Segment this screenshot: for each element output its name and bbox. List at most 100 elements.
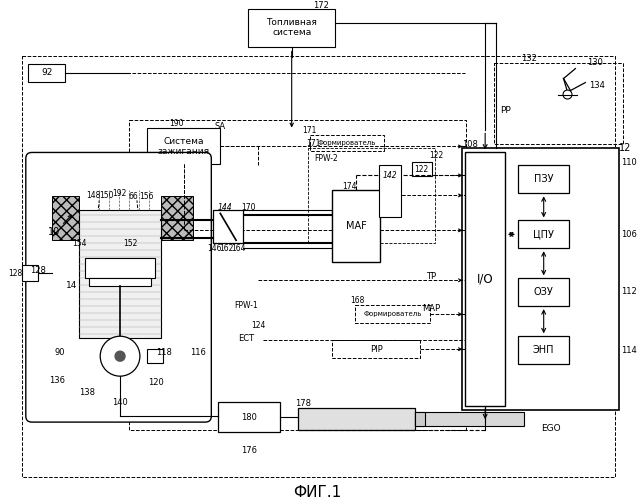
Text: SA: SA [214,122,226,131]
Text: FPW-1: FPW-1 [234,301,258,310]
Bar [218,402,280,432]
Text: PIP: PIP [370,345,382,354]
Text: Формирователь: Формирователь [318,140,376,146]
Text: 148: 148 [86,191,100,200]
Text: TP: TP [426,272,436,281]
Text: 176: 176 [241,446,257,455]
Text: 112: 112 [621,287,637,296]
Bar [90,278,151,286]
Text: 122: 122 [415,165,429,174]
Bar [332,191,380,262]
Bar [85,245,101,260]
Text: 122: 122 [429,151,444,160]
Text: 138: 138 [79,388,95,397]
Text: ОЗУ: ОЗУ [534,287,554,297]
Bar [213,210,243,243]
Text: 108: 108 [462,140,478,149]
Bar [85,259,155,278]
Text: ЭНП: ЭНП [533,345,554,355]
Text: 170: 170 [241,203,255,212]
Bar [79,210,161,338]
Text: 120: 120 [148,378,164,387]
Text: 178: 178 [294,399,310,407]
Bar [310,135,384,151]
Bar [135,245,151,260]
Bar [28,63,65,81]
Bar [494,62,623,144]
Bar [412,162,431,177]
Text: ПЗУ: ПЗУ [534,175,554,185]
Text: 180: 180 [241,412,257,422]
Bar [332,340,420,358]
Text: 150: 150 [99,191,113,200]
Text: 168: 168 [350,296,364,305]
Text: 92: 92 [41,68,52,77]
Bar [465,152,505,406]
Text: 110: 110 [621,158,637,167]
Bar [355,305,429,323]
Text: 134: 134 [589,81,605,90]
Text: 132: 132 [521,54,537,63]
Text: 116: 116 [191,348,206,357]
Text: 190: 190 [170,119,184,128]
Text: 140: 140 [112,398,128,406]
Text: 174: 174 [342,182,356,191]
Text: 171: 171 [302,126,317,135]
Text: 10: 10 [49,227,61,237]
Polygon shape [161,196,193,240]
Bar [379,165,401,217]
Text: ЦПУ: ЦПУ [533,229,554,239]
Text: 172: 172 [314,1,330,10]
FancyBboxPatch shape [26,152,211,422]
Text: 192: 192 [112,189,126,198]
Text: 130: 130 [588,58,604,67]
Text: 152: 152 [123,239,137,248]
Text: 66: 66 [128,192,138,201]
Bar [415,412,424,426]
Text: ФИГ.1: ФИГ.1 [293,484,342,499]
Text: 171: 171 [307,139,321,148]
Bar [129,121,467,430]
Text: Формирователь: Формирователь [364,311,422,317]
Polygon shape [52,196,79,240]
Text: 128: 128 [8,269,22,278]
Bar [462,148,619,410]
Text: 124: 124 [251,321,265,330]
Text: 162: 162 [219,244,234,253]
Text: 156: 156 [140,192,154,201]
Text: MAF: MAF [346,221,367,231]
Bar [147,349,163,363]
Bar [22,55,615,477]
Circle shape [563,90,572,99]
Text: ECT: ECT [238,333,254,343]
Bar [22,265,38,281]
Text: 90: 90 [54,348,65,357]
Text: 154: 154 [72,239,86,248]
Text: 106: 106 [621,230,637,239]
Bar [518,336,570,364]
Bar [415,412,524,426]
Bar [518,278,570,306]
Text: 118: 118 [156,348,172,357]
Circle shape [115,351,125,361]
Text: FPW-2: FPW-2 [314,154,339,163]
Bar [518,220,570,248]
Text: 136: 136 [49,376,65,385]
Text: PP: PP [500,106,511,115]
Bar [308,148,435,243]
Bar [248,9,335,47]
Text: 114: 114 [621,346,637,355]
Text: 142: 142 [383,171,397,180]
Text: 164: 164 [231,244,245,253]
Text: I/O: I/O [477,273,493,286]
Bar [518,165,570,193]
Text: Система
зажигания: Система зажигания [157,137,210,156]
Text: MAP: MAP [422,304,441,313]
Text: EGO: EGO [541,424,561,433]
Bar [147,128,220,164]
Text: 128: 128 [30,266,45,275]
Text: 144: 144 [218,203,232,212]
Text: Топливная
система: Топливная система [266,18,317,37]
Text: 12: 12 [619,143,632,153]
Text: 14: 14 [66,281,77,290]
